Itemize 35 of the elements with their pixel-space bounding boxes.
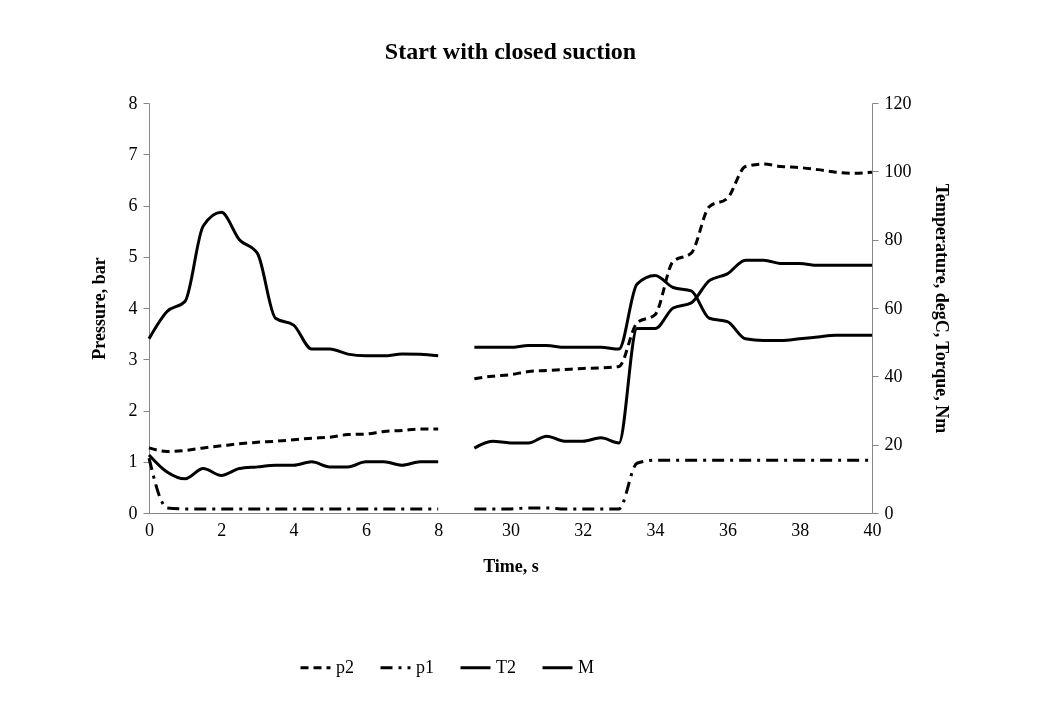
y2-tick-label: 40: [884, 365, 903, 386]
x-tick-label: 4: [289, 519, 299, 540]
x-tick-label: 8: [434, 519, 444, 540]
x-tick-label: 40: [863, 519, 882, 540]
y-tick-label: 3: [128, 348, 138, 369]
y-tick-label: 7: [128, 143, 138, 164]
y2-tick-label: 0: [884, 502, 894, 523]
y2-tick-label: 80: [884, 229, 903, 250]
y2-tick-label: 60: [884, 297, 903, 318]
y2-tick-label: 20: [884, 434, 903, 455]
x-tick-label: 30: [502, 519, 520, 540]
x-tick-label: 36: [718, 519, 737, 540]
legend-label: T2: [496, 656, 516, 677]
y-tick-label: 1: [128, 451, 138, 472]
chart-title: Start with closed suction: [384, 38, 637, 64]
legend-label: p2: [336, 656, 354, 677]
x-tick-label: 38: [791, 519, 810, 540]
x-axis-title: Time, s: [483, 555, 539, 576]
y2-tick-label: 100: [884, 160, 912, 181]
legend-label: M: [578, 656, 595, 677]
y2-tick-label: 120: [884, 92, 912, 113]
x-tick-label: 34: [646, 519, 665, 540]
y-tick-label: 2: [128, 400, 138, 420]
y-axis-title: Pressure, bar: [88, 257, 109, 360]
legend-label: p1: [416, 656, 434, 677]
x-tick-label: 2: [217, 519, 227, 540]
y-tick-label: 5: [128, 246, 138, 267]
y-tick-label: 4: [128, 297, 138, 318]
y-tick-label: 6: [128, 195, 138, 215]
x-tick-label: 0: [145, 519, 154, 540]
y-tick-label: 8: [128, 92, 138, 113]
y-tick-label: 0: [128, 502, 138, 523]
y2-axis-title: Temperature, degC, Torque, Nm: [931, 183, 952, 434]
x-tick-label: 6: [361, 519, 371, 540]
x-tick-label: 32: [574, 519, 593, 540]
